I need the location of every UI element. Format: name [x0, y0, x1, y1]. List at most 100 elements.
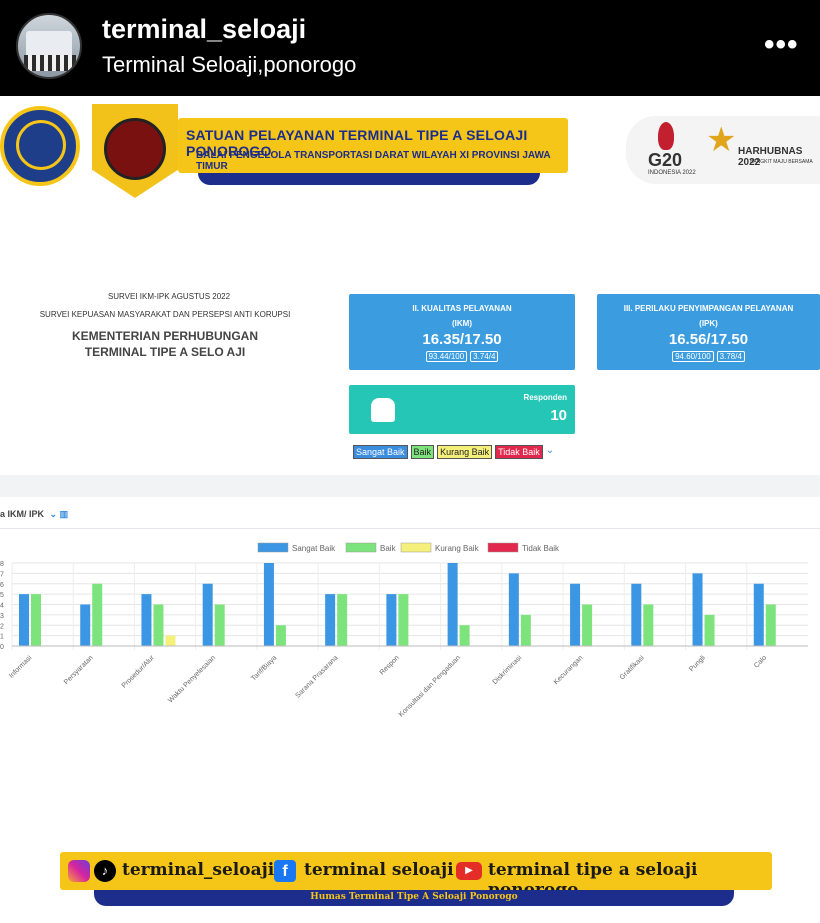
- location-link[interactable]: Terminal Seloaji,ponorogo: [102, 52, 357, 77]
- x-tick-label: Diskriminasi: [492, 654, 524, 686]
- footer-facebook-handle: terminal seloaji: [304, 860, 454, 880]
- chart-header-rule: [0, 528, 820, 529]
- ditjen-hubdat-shield-logo: [92, 104, 178, 198]
- bar: [214, 604, 225, 646]
- avatar-people-graphic: [24, 55, 76, 71]
- banner-subtitle: BALAI PENGELOLA TRANSPORTASI DARAT WILAY…: [196, 150, 551, 172]
- x-tick-label: Sarana Prasarana: [294, 654, 339, 699]
- bar-chart: Sangat Baik Baik Kurang Baik Tidak Baik 0 1 2 3…: [0, 542, 808, 719]
- bar: [753, 583, 764, 646]
- ipk-score: 16.56/17.50: [668, 331, 749, 348]
- x-tick-label: Persyaratan: [63, 654, 95, 686]
- rating-legend: Sangat Baik Baik Kurang Baik Tidak Baik …: [353, 445, 554, 459]
- chevron-down-icon[interactable]: ⌄: [545, 445, 555, 456]
- bar: [165, 635, 176, 646]
- g20-flame-icon: [658, 122, 674, 150]
- legend-swatch: [257, 542, 289, 553]
- bar: [31, 594, 41, 646]
- ikm-scale-chip: 3.74/4: [470, 351, 499, 362]
- profile-avatar[interactable]: [16, 13, 82, 79]
- bar: [386, 594, 397, 646]
- responden-label: Responden: [523, 393, 567, 402]
- x-tick-label: Prosedur/Alur: [121, 654, 157, 690]
- legend-label: Kurang Baik: [435, 544, 480, 553]
- ikm-card-sub: (IKM): [452, 319, 472, 328]
- x-tick-label: Calo: [753, 654, 768, 669]
- harhubnas-sub: BANGKIT MAJU BERSAMA: [750, 159, 813, 165]
- ipk-percent-chip: 94.60/100: [672, 351, 714, 362]
- banner-title-box: SATUAN PELAYANAN TERMINAL TIPE A SELOAJI…: [178, 118, 568, 173]
- legend-chip-kurang-baik: Kurang Baik: [437, 445, 493, 459]
- y-tick-label: 8: [0, 561, 4, 568]
- chart-toggle-icon[interactable]: ⌄ ▥: [49, 509, 69, 519]
- bar: [275, 625, 286, 646]
- post-image: SATUAN PELAYANAN TERMINAL TIPE A SELOAJI…: [0, 96, 820, 923]
- legend-label: Baik: [380, 544, 397, 553]
- bar: [153, 604, 164, 646]
- chart-panel: a IKM/ IPK ⌄ ▥ Sangat Baik Baik Kurang Bai…: [0, 497, 820, 797]
- ikm-card-label: II. KUALITAS PELAYANAN: [412, 304, 512, 313]
- footer-tagline: Humas Terminal Tipe A Seloaji Ponorogo: [94, 890, 734, 906]
- facebook-icon: f: [274, 860, 296, 882]
- bar: [582, 604, 593, 646]
- bar: [643, 604, 654, 646]
- harhubnas-star-icon: ★: [706, 121, 737, 159]
- y-tick-label: 1: [0, 634, 4, 641]
- x-tick-label: Waktu Penyelesaian: [167, 654, 217, 704]
- instagram-icon: [68, 860, 90, 882]
- legend-chip-sangat-baik: Sangat Baik: [353, 445, 408, 459]
- x-tick-label: Pungli: [688, 654, 707, 673]
- top-banner: SATUAN PELAYANAN TERMINAL TIPE A SELOAJI…: [0, 96, 820, 206]
- more-options-icon[interactable]: •••: [764, 28, 799, 61]
- bar: [704, 614, 715, 646]
- y-tick-label: 5: [0, 592, 4, 599]
- banner-title: SATUAN PELAYANAN TERMINAL TIPE A SELOAJI…: [186, 127, 528, 159]
- bar: [398, 594, 409, 646]
- ipk-scale-chip: 3.78/4: [716, 351, 745, 362]
- x-tick-label: Informasi: [8, 654, 34, 680]
- bar: [19, 594, 29, 646]
- legend-swatch: [345, 542, 377, 553]
- bar: [80, 604, 91, 646]
- x-tick-label: Gratifikasi: [619, 654, 646, 681]
- chart-title-text: a IKM/ IPK: [0, 509, 45, 519]
- x-tick-label: Tarif/Biaya: [250, 654, 278, 682]
- terminal-name: TERMINAL TIPE A SELO AJI: [84, 345, 246, 359]
- tiktok-icon: ♪: [94, 860, 116, 882]
- username-link[interactable]: terminal_seloaji: [102, 14, 307, 44]
- bar: [202, 583, 213, 646]
- bar: [325, 594, 336, 646]
- dishub-logo: [0, 106, 80, 186]
- x-tick-label: Konsultasi dan Pengaduan: [398, 654, 462, 718]
- survey-heading: SURVEI IKM-IPK AGUSTUS 2022 SURVEI KEPUA…: [0, 292, 330, 359]
- bar: [337, 594, 348, 646]
- legend-chip-baik: Baik: [410, 445, 435, 459]
- instagram-post-header: terminal_seloaji Terminal Seloaji,ponoro…: [0, 0, 820, 96]
- y-tick-label: 7: [0, 571, 4, 578]
- social-footer: ♪ terminal_seloaji f terminal seloaji ▶ …: [0, 852, 820, 912]
- legend-chip-tidak-baik: Tidak Baik: [495, 445, 543, 459]
- ikm-percent-chip: 93.44/100: [425, 351, 468, 362]
- g20-label: G20: [648, 150, 683, 170]
- bar: [765, 604, 776, 646]
- legend-label: Sangat Baik: [292, 544, 336, 553]
- avatar-building-graphic: [26, 31, 72, 57]
- responden-card: Responden 10: [349, 385, 575, 434]
- user-secret-icon: [371, 398, 395, 422]
- youtube-icon: ▶: [456, 862, 482, 880]
- banner-underline: [198, 173, 540, 185]
- ipk-card-sub: (IPK): [699, 319, 718, 328]
- y-tick-label: 4: [0, 603, 4, 610]
- globe-icon: [16, 120, 66, 170]
- bar: [631, 583, 642, 646]
- ikm-score: 16.35/17.50: [422, 331, 502, 348]
- y-tick-label: 3: [0, 613, 4, 620]
- shield-emblem: [104, 118, 166, 180]
- survey-description: SURVEI KEPUASAN MASYARAKAT DAN PERSEPSI …: [39, 310, 291, 319]
- bar: [447, 563, 458, 646]
- legend-swatch: [400, 542, 432, 553]
- bar: [520, 614, 531, 646]
- y-tick-label: 0: [0, 644, 4, 651]
- social-footer-bar: ♪ terminal_seloaji f terminal seloaji ▶ …: [60, 852, 772, 900]
- bar: [459, 625, 470, 646]
